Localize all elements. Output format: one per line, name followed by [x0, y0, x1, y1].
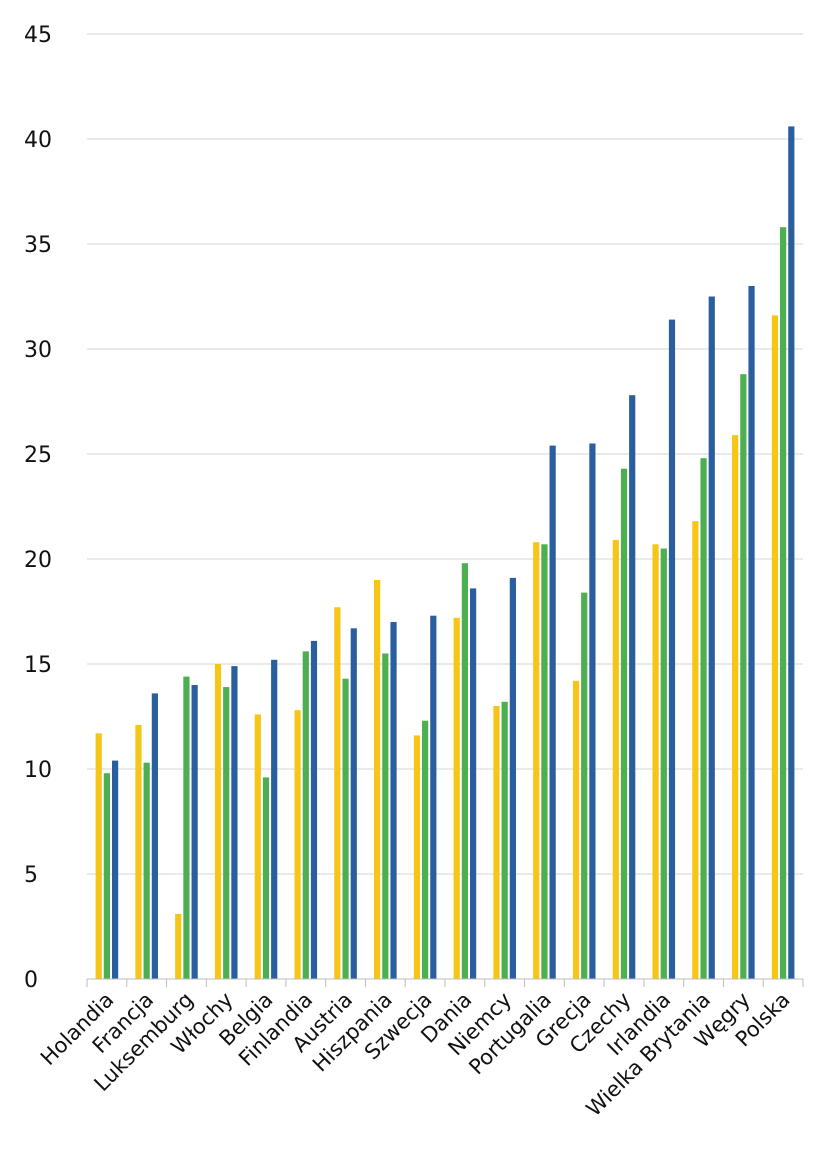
- bar-series-3: [390, 622, 397, 979]
- bar-series-3: [271, 659, 278, 979]
- bar-series-1: [572, 680, 580, 979]
- bar-series-3: [668, 319, 676, 980]
- bar-series-1: [732, 435, 739, 980]
- y-axis-tick-labels: 0 5 10 15 20 25 30 35 40 45: [24, 23, 52, 993]
- bar-series-3: [469, 588, 477, 979]
- bar-series-2: [223, 687, 230, 979]
- bar-series-2: [183, 676, 190, 979]
- bar-series-1: [175, 913, 182, 979]
- bar-series-2: [780, 227, 787, 979]
- bar-series-3: [111, 760, 119, 979]
- bar-series-3: [231, 666, 238, 979]
- y-tick-label: 25: [24, 443, 52, 468]
- bar-series-2: [620, 468, 628, 979]
- bar-series-1: [493, 706, 500, 979]
- bar-series-2: [342, 678, 349, 979]
- bar-series-2: [501, 701, 508, 979]
- y-tick-label: 0: [24, 968, 38, 993]
- x-axis: [86, 978, 804, 987]
- bar-series-1: [135, 724, 142, 979]
- bar-series-1: [692, 521, 699, 979]
- y-tick-label: 5: [24, 863, 38, 888]
- bar-series-1: [533, 542, 540, 979]
- bar-series-2: [262, 777, 270, 979]
- y-tick-label: 10: [24, 758, 52, 783]
- bar-series-2: [143, 762, 150, 979]
- bar-series-3: [549, 445, 556, 980]
- bar-series-3: [748, 286, 755, 979]
- bar-series-3: [310, 640, 318, 979]
- bar-series-2: [581, 592, 588, 979]
- bar-series-3: [589, 443, 596, 979]
- bar-series-1: [214, 664, 222, 979]
- bar-series-2: [103, 773, 110, 979]
- bar-series-1: [374, 580, 381, 979]
- bar-series-1: [453, 617, 460, 979]
- bar-series-1: [652, 544, 659, 979]
- bar-series-1: [95, 733, 102, 979]
- bar-series-3: [708, 296, 715, 979]
- bar-series-3: [788, 126, 795, 979]
- bar-series-2: [700, 458, 707, 979]
- gridlines: [87, 33, 803, 875]
- bar-series-2: [302, 651, 309, 979]
- bar-series-3: [629, 395, 636, 979]
- y-tick-label: 20: [24, 548, 52, 573]
- bar-series-1: [294, 710, 301, 979]
- bar-series-2: [740, 374, 747, 979]
- x-axis-tick-labels: HolandiaFrancjaLuksemburgWłochyBelgiaFin…: [36, 988, 795, 1122]
- bar-series-3: [430, 615, 437, 979]
- bar-series-1: [334, 607, 341, 979]
- y-tick-label: 35: [24, 233, 52, 258]
- bar-series-1: [612, 540, 619, 979]
- y-tick-label: 30: [24, 338, 52, 363]
- bar-series-2: [461, 563, 468, 979]
- bar-series-3: [509, 577, 516, 979]
- bar-series-3: [151, 693, 158, 979]
- y-tick-label: 40: [24, 128, 52, 153]
- bar-series-2: [660, 548, 667, 979]
- bar-series-1: [413, 735, 421, 979]
- bar-series-1: [771, 315, 779, 979]
- bars: [95, 126, 795, 980]
- y-tick-label: 15: [24, 653, 52, 678]
- bar-series-2: [422, 720, 429, 979]
- bar-series-2: [541, 544, 548, 979]
- y-tick-label: 45: [24, 23, 52, 48]
- bar-series-2: [382, 653, 389, 979]
- bar-series-3: [191, 685, 198, 979]
- bar-series-3: [350, 628, 357, 979]
- bar-series-1: [254, 714, 261, 979]
